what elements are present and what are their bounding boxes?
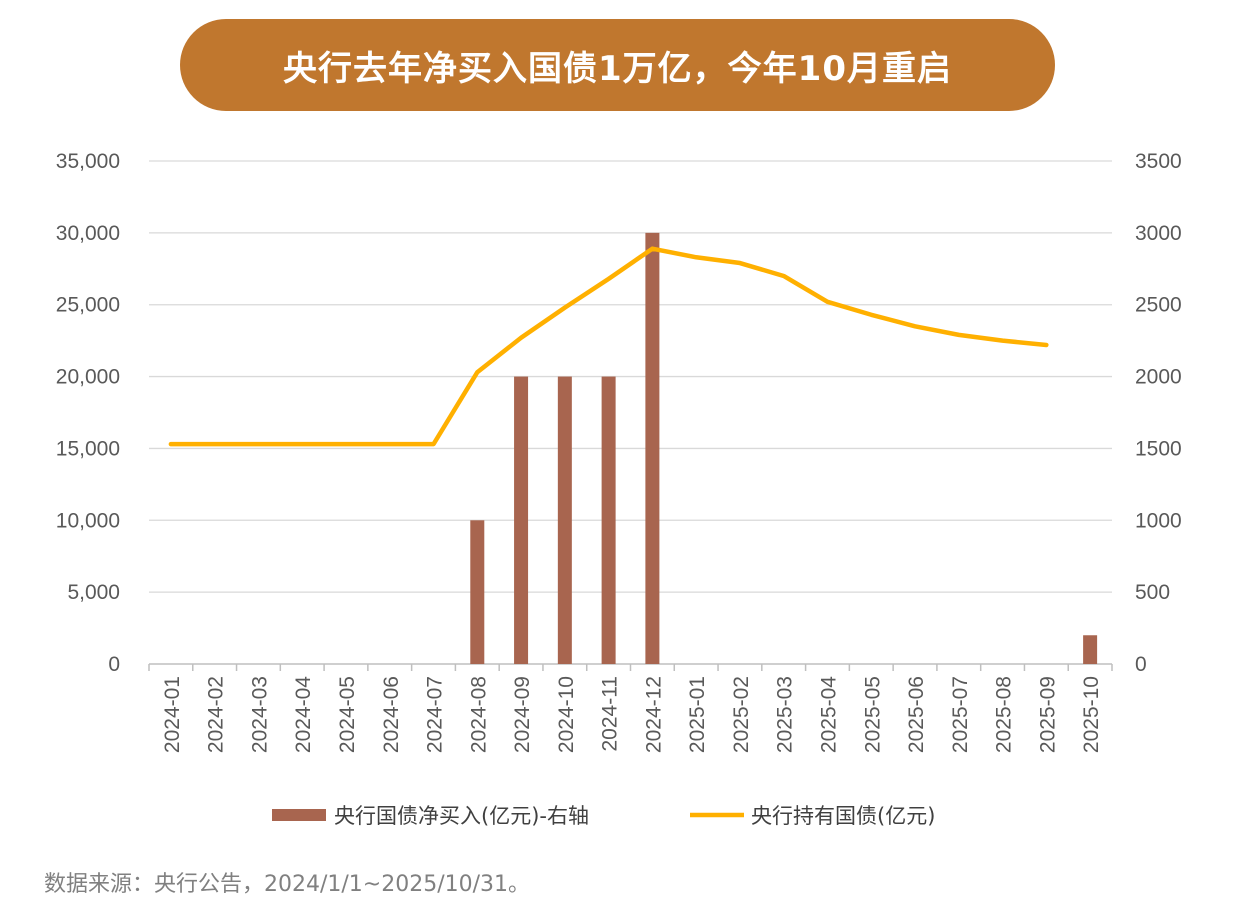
right-axis-tick-label: 2500 [1135, 294, 1182, 317]
right-axis-tick-label: 1500 [1135, 437, 1182, 460]
bar-net-purchase [1083, 635, 1098, 664]
left-axis-tick-label: 30,000 [56, 222, 120, 245]
left-axis-tick-label: 20,000 [56, 366, 120, 389]
left-axis-tick-label: 15,000 [56, 437, 120, 460]
x-axis-tick-label: 2024-12 [642, 676, 665, 753]
x-axis-tick-label: 2025-06 [905, 676, 928, 753]
x-axis-tick-label: 2025-01 [686, 676, 709, 753]
legend-label-bar: 央行国债净买入(亿元)-右轴 [334, 804, 589, 828]
x-axis-tick-label: 2024-07 [424, 676, 447, 753]
x-axis-tick-label: 2024-08 [467, 676, 490, 753]
x-axis-tick-label: 2025-02 [730, 676, 753, 753]
x-axis-tick-label: 2024-06 [380, 676, 403, 753]
x-axis-tick-label: 2024-04 [292, 676, 315, 753]
left-axis-tick-label: 10,000 [56, 509, 120, 532]
x-axis-tick-label: 2024-05 [336, 676, 359, 753]
chart-title-banner: 央行去年净买入国债1万亿，今年10月重启 [180, 19, 1055, 111]
right-axis-tick-label: 3500 [1135, 150, 1182, 173]
x-axis-tick-label: 2024-01 [161, 676, 184, 753]
bar-net-purchase [514, 376, 529, 664]
left-axis-tick-label: 5,000 [67, 581, 120, 604]
x-axis-tick-label: 2024-03 [248, 676, 271, 753]
bar-net-purchase [557, 376, 572, 664]
right-axis-tick-label: 1000 [1135, 509, 1182, 532]
legend-label-line: 央行持有国债(亿元) [751, 804, 935, 828]
line-holdings [168, 246, 1049, 447]
x-axis-tick-label: 2025-03 [774, 676, 797, 753]
x-axis-tick-label: 2024-10 [555, 676, 578, 753]
x-axis-tick-label: 2025-07 [949, 676, 972, 753]
left-axis-tick-label: 25,000 [56, 294, 120, 317]
right-axis-tick-label: 2000 [1135, 366, 1182, 389]
data-source-note: 数据来源：央行公告，2024/1/1~2025/10/31。 [44, 872, 531, 897]
left-axis-tick-label: 0 [108, 653, 120, 676]
chart-title: 央行去年净买入国债1万亿，今年10月重启 [283, 48, 952, 89]
right-axis-tick-label: 500 [1135, 581, 1170, 604]
x-axis-tick-label: 2025-09 [1036, 676, 1059, 753]
right-axis-tick-label: 0 [1135, 653, 1147, 676]
left-axis-tick-label: 35,000 [56, 150, 120, 173]
right-axis-tick-label: 3000 [1135, 222, 1182, 245]
x-axis-tick-label: 2025-04 [817, 676, 840, 753]
x-axis-tick-label: 2025-08 [993, 676, 1016, 753]
x-axis-tick-label: 2025-10 [1080, 676, 1103, 753]
x-axis-tick-label: 2025-05 [861, 676, 884, 753]
bar-net-purchase [645, 232, 660, 664]
bar-net-purchase [470, 520, 485, 664]
bar-net-purchase [601, 376, 616, 664]
legend-swatch-bar [272, 809, 326, 821]
x-axis-tick-label: 2024-02 [205, 676, 228, 753]
x-axis-tick-label: 2024-11 [599, 676, 622, 752]
x-axis-tick-label: 2024-09 [511, 676, 534, 753]
